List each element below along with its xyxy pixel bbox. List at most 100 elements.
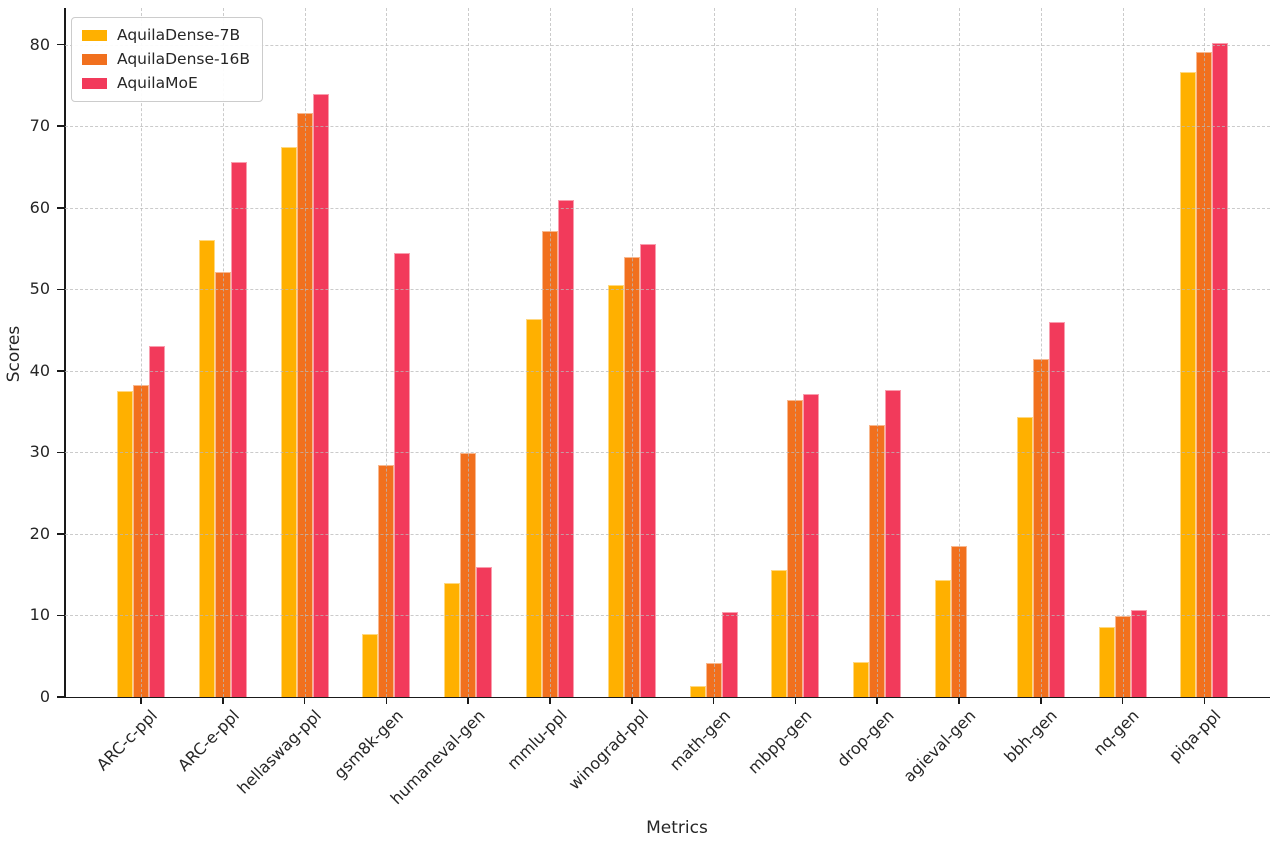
plot-area <box>65 8 1270 697</box>
bar-AquilaDense-7B-piqa-ppl <box>1180 72 1197 697</box>
bar-AquilaDense-7B-mbpp-gen <box>771 569 788 697</box>
x-tick-label: nq-gen <box>1089 706 1144 760</box>
x-tick-mark <box>303 698 306 704</box>
x-tick-label: drop-gen <box>833 706 898 771</box>
x-tick-mark <box>631 698 633 704</box>
bar-AquilaMoE-mbpp-gen <box>803 393 820 697</box>
bar-AquilaDense-7B-mmlu-ppl <box>526 318 542 697</box>
y-tick-label: 70 <box>29 116 50 136</box>
x-tick-label: hellaswag-ppl <box>233 706 326 798</box>
x-tick-mark <box>794 698 797 704</box>
x-axis-label: Metrics <box>646 818 708 838</box>
v-gridline <box>1122 8 1124 697</box>
y-tick-mark <box>57 125 64 127</box>
legend-label: AquilaDense-7B <box>117 26 241 44</box>
v-gridline <box>1204 8 1206 697</box>
bar-AquilaDense-7B-ARC-e-ppl <box>198 240 215 697</box>
v-gridline <box>959 8 960 697</box>
h-gridline <box>65 370 1270 372</box>
y-axis-spine <box>64 8 66 698</box>
y-tick-label: 10 <box>29 605 50 625</box>
x-tick-label: bbh-gen <box>1000 706 1062 767</box>
y-tick-label: 20 <box>29 523 50 543</box>
x-tick-label: piqa-ppl <box>1165 706 1225 766</box>
y-tick-label: 80 <box>29 34 50 54</box>
bar-AquilaMoE-ARC-e-ppl <box>230 162 247 697</box>
bar-AquilaDense-7B-gsm8k-gen <box>362 634 379 697</box>
x-tick-mark <box>958 698 960 704</box>
bar-AquilaMoE-winograd-ppl <box>639 244 656 697</box>
x-tick-label: ARC-c-ppl <box>93 706 162 775</box>
x-axis-spine <box>64 696 1270 698</box>
v-gridline <box>222 8 224 697</box>
x-tick-label: math-gen <box>665 706 735 775</box>
x-tick-mark <box>467 698 469 704</box>
legend-item-aquilamoe: AquilaMoE <box>82 73 250 94</box>
legend-swatch-aquilamoe <box>82 77 107 89</box>
v-gridline <box>631 8 633 697</box>
v-gridline <box>386 8 388 697</box>
bar-AquilaDense-7B-bbh-gen <box>1016 416 1033 697</box>
y-tick-label: 30 <box>29 442 50 462</box>
x-tick-mark <box>549 698 551 704</box>
y-tick-label: 40 <box>29 360 50 380</box>
y-tick-mark <box>57 43 64 46</box>
y-tick-mark <box>57 370 64 372</box>
h-gridline <box>65 207 1270 209</box>
bar-AquilaDense-7B-nq-gen <box>1098 626 1115 697</box>
bar-AquilaMoE-ARC-c-ppl <box>149 346 165 697</box>
x-tick-mark <box>876 698 878 704</box>
y-tick-label: 50 <box>29 279 50 299</box>
legend-swatch-aquiladense-16b <box>82 53 107 65</box>
h-gridline <box>65 452 1270 454</box>
h-gridline <box>65 289 1270 291</box>
v-gridline <box>550 8 551 697</box>
x-tick-mark <box>1121 698 1124 704</box>
v-gridline <box>1040 8 1042 697</box>
x-tick-label: winograd-ppl <box>564 706 653 794</box>
legend-item-aquiladense-7b: AquilaDense-7B <box>82 25 250 46</box>
y-tick-mark <box>57 696 64 698</box>
x-tick-mark <box>385 698 388 704</box>
x-tick-mark <box>1203 698 1206 704</box>
h-gridline <box>65 615 1270 617</box>
x-tick-label: gsm8k-gen <box>330 706 407 783</box>
x-tick-mark <box>140 698 142 704</box>
bar-AquilaDense-7B-drop-gen <box>853 661 870 697</box>
y-tick-mark <box>57 451 64 454</box>
x-tick-label: mbpp-gen <box>744 706 816 778</box>
bar-AquilaMoE-nq-gen <box>1130 609 1147 697</box>
bar-AquilaMoE-humaneval-gen <box>476 567 493 697</box>
bar-AquilaMoE-bbh-gen <box>1048 321 1065 697</box>
x-tick-mark <box>222 698 224 704</box>
y-tick-label: 60 <box>29 197 50 217</box>
bar-AquilaDense-7B-agieval-gen <box>935 579 951 697</box>
legend: AquilaDense-7B AquilaDense-16B AquilaMoE <box>71 17 263 102</box>
bar-AquilaMoE-drop-gen <box>885 390 902 697</box>
y-tick-label: 0 <box>39 687 50 706</box>
y-tick-mark <box>57 533 64 535</box>
v-gridline <box>795 8 797 697</box>
x-tick-mark <box>1040 698 1042 704</box>
h-gridline <box>65 44 1270 46</box>
bar-AquilaMoE-hellaswag-ppl <box>312 94 329 697</box>
legend-item-aquiladense-16b: AquilaDense-16B <box>82 49 250 70</box>
y-axis-label: Scores <box>4 325 24 383</box>
v-gridline <box>713 8 715 697</box>
x-tick-label: agieval-gen <box>899 706 980 786</box>
x-tick-label: mmlu-ppl <box>503 706 571 774</box>
bar-AquilaMoE-gsm8k-gen <box>394 253 411 697</box>
bar-AquilaMoE-piqa-ppl <box>1212 43 1229 697</box>
v-gridline <box>877 8 879 697</box>
y-tick-mark <box>57 207 64 209</box>
h-gridline <box>65 533 1270 535</box>
h-gridline <box>65 126 1270 128</box>
bar-AquilaDense-7B-hellaswag-ppl <box>280 147 297 697</box>
y-tick-mark <box>57 614 64 617</box>
bar-AquilaDense-7B-math-gen <box>689 686 706 697</box>
v-gridline <box>304 8 306 697</box>
legend-label: AquilaMoE <box>117 73 198 92</box>
x-tick-mark <box>712 698 715 704</box>
bar-AquilaDense-7B-humaneval-gen <box>444 582 461 697</box>
